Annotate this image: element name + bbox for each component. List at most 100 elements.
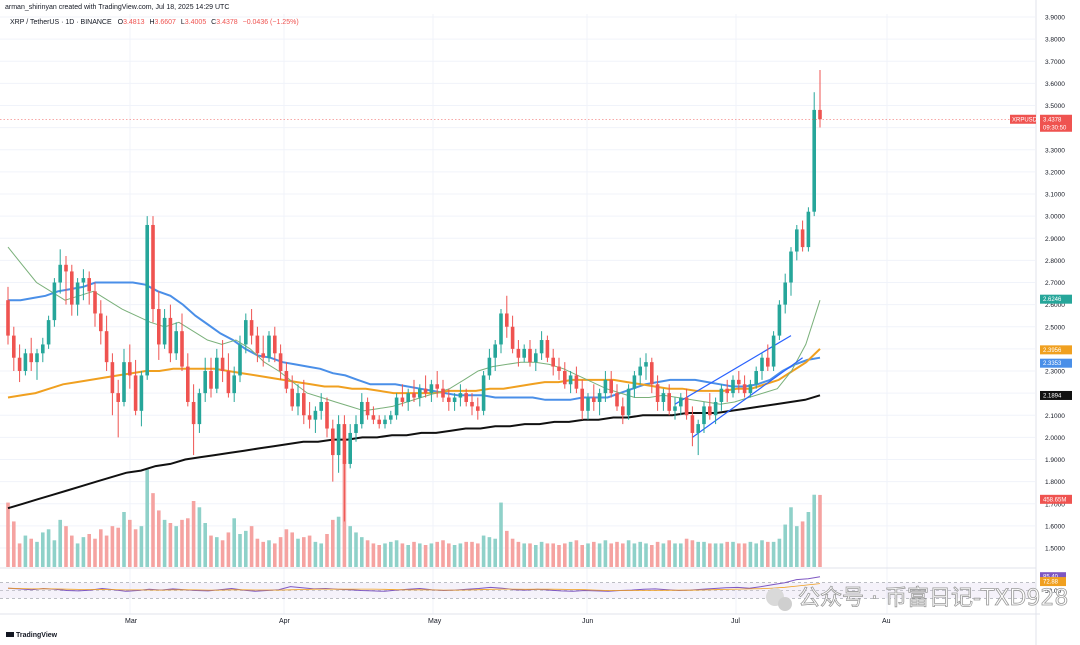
candle-body <box>592 397 596 402</box>
volume-bar <box>365 540 370 567</box>
volume-bar <box>557 545 561 567</box>
volume-bar <box>70 535 74 567</box>
volume-bar <box>162 519 167 567</box>
candle-body <box>174 331 178 354</box>
price-tick-label: 1.7000 <box>1045 501 1065 508</box>
volume-bar <box>93 538 97 567</box>
price-badge <box>1040 358 1072 368</box>
candle-body <box>203 371 207 394</box>
candle-body <box>348 432 352 464</box>
volume-bar <box>273 543 277 567</box>
candle-body <box>128 362 132 376</box>
candle-body <box>249 320 254 336</box>
volume-bar <box>226 532 231 567</box>
volume-bar <box>307 535 312 567</box>
volume-bar <box>621 543 625 567</box>
price-badge-label: 3.4378 <box>1043 117 1062 123</box>
symbol-badge-label: XRPUSDT <box>1012 117 1041 123</box>
volume-bar <box>139 526 144 567</box>
price-tick-label: 2.1000 <box>1045 413 1065 420</box>
candle-body <box>151 224 155 310</box>
volume-bar <box>615 541 619 567</box>
candle-body <box>800 229 805 248</box>
candle-body <box>505 313 509 327</box>
trendline-0 <box>692 357 803 438</box>
volume-bar <box>52 540 57 567</box>
volume-bar <box>319 543 323 567</box>
candle-body <box>481 375 486 411</box>
volume-bar <box>452 545 457 567</box>
candle-body <box>551 357 555 367</box>
time-tick-label: Mar <box>125 618 138 625</box>
volume-bar <box>296 538 300 567</box>
volume-bar <box>650 545 654 567</box>
candle-body <box>93 291 97 314</box>
price-badge <box>1040 114 1072 124</box>
volume-bar <box>331 519 335 567</box>
candle-body <box>209 371 213 389</box>
trendlines <box>674 335 803 438</box>
candle-body <box>99 313 103 332</box>
tradingview-logo-icon <box>6 632 14 637</box>
candle-body <box>766 357 770 367</box>
candle-body <box>748 384 753 394</box>
candle-body <box>568 375 573 385</box>
candle-body <box>267 335 271 358</box>
volume-bar <box>632 543 637 567</box>
candle-body <box>336 424 341 456</box>
candle-body <box>75 282 80 305</box>
time-axis[interactable]: Mar Apr May Jun Jul Au <box>125 618 891 625</box>
candle-body <box>818 109 822 120</box>
volume-bar <box>563 543 567 567</box>
candle-body <box>104 331 109 363</box>
candle-body <box>186 366 190 402</box>
candle-body <box>812 109 816 212</box>
volume-bar <box>760 540 764 567</box>
candle-body <box>737 379 741 385</box>
candle-body <box>563 371 567 385</box>
candle-body <box>418 388 422 398</box>
volume-bar <box>412 541 416 567</box>
volume-bar <box>232 518 236 567</box>
candle-body <box>789 251 793 283</box>
price-tick-label: 3.0000 <box>1045 214 1065 221</box>
volume-bar <box>597 543 602 567</box>
candle-body <box>313 410 318 420</box>
price-badge-label: 458.65M <box>1043 497 1066 503</box>
tradingview-logo[interactable]: TradingView <box>6 632 58 639</box>
candle-body <box>255 335 260 354</box>
candle-body <box>528 348 532 363</box>
volume-bar <box>168 523 173 567</box>
volume-bar <box>110 526 115 567</box>
volume-bar <box>766 541 770 567</box>
volume-bar <box>603 540 608 567</box>
price-tick-label: 2.9000 <box>1045 236 1065 243</box>
volume-bar <box>568 541 573 567</box>
volume-bar <box>394 540 399 567</box>
volume-bar <box>35 541 39 567</box>
candle-body <box>307 415 312 420</box>
price-badge-label: 2.1894 <box>1043 393 1062 399</box>
volume-bar <box>447 543 451 567</box>
candle-body <box>70 271 74 305</box>
candle-body <box>708 406 712 416</box>
candle-body <box>29 353 33 363</box>
price-axis-badges: XRPUSDT 3.4378 09:30:50 2.6246 2.3956 2.3353 2… <box>1010 114 1072 504</box>
volume-bar <box>87 534 91 567</box>
candle-body <box>226 371 231 394</box>
volume-bar <box>209 535 213 567</box>
candle-body <box>557 366 561 371</box>
volume-bar <box>157 510 161 567</box>
volume-bar <box>481 535 486 567</box>
volume-bar <box>290 532 294 567</box>
price-tick-label: 1.6000 <box>1045 523 1065 530</box>
volume-bar <box>122 512 126 567</box>
author-line: arman_shirinyan created with TradingView… <box>5 4 229 11</box>
symbol-line: XRP / TetherUS · 1D · BINANCE O3.4813 H3… <box>10 19 299 26</box>
candle-body <box>319 401 323 411</box>
candle-body <box>510 326 515 349</box>
time-tick-label: May <box>428 618 442 625</box>
candle-body <box>423 388 428 394</box>
volume-bar <box>522 543 526 567</box>
volume-bar <box>609 543 613 567</box>
